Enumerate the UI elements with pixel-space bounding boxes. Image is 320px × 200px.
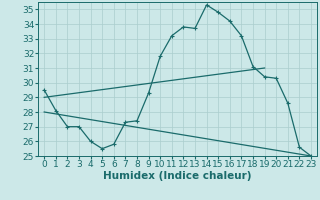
X-axis label: Humidex (Indice chaleur): Humidex (Indice chaleur) xyxy=(103,171,252,181)
